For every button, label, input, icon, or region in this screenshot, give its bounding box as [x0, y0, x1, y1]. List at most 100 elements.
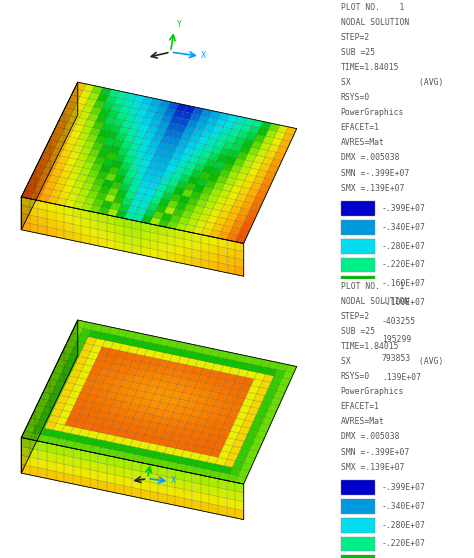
Polygon shape [244, 435, 256, 443]
Polygon shape [163, 150, 174, 158]
Polygon shape [205, 180, 216, 188]
Polygon shape [59, 410, 71, 418]
Polygon shape [187, 459, 198, 467]
Bar [341, 220, 375, 235]
Polygon shape [68, 333, 80, 341]
Polygon shape [36, 156, 49, 186]
Polygon shape [175, 254, 184, 264]
Polygon shape [124, 218, 132, 228]
Polygon shape [81, 226, 90, 236]
Polygon shape [36, 163, 49, 194]
Polygon shape [210, 261, 218, 271]
Polygon shape [244, 456, 255, 464]
Polygon shape [132, 376, 144, 383]
Polygon shape [49, 375, 64, 406]
Polygon shape [256, 149, 268, 157]
Polygon shape [191, 409, 202, 417]
Polygon shape [230, 206, 241, 214]
Polygon shape [144, 450, 155, 458]
Polygon shape [21, 412, 36, 444]
Polygon shape [108, 110, 119, 118]
Polygon shape [170, 117, 181, 124]
Polygon shape [210, 209, 221, 217]
Polygon shape [122, 176, 134, 185]
Polygon shape [221, 465, 232, 474]
Polygon shape [205, 419, 216, 427]
Polygon shape [136, 109, 147, 117]
Polygon shape [99, 426, 110, 434]
Polygon shape [210, 427, 222, 436]
Polygon shape [91, 424, 102, 432]
Polygon shape [155, 366, 167, 374]
Polygon shape [50, 430, 62, 438]
Polygon shape [119, 105, 130, 114]
Polygon shape [212, 363, 223, 372]
Polygon shape [175, 229, 184, 239]
Polygon shape [190, 352, 201, 360]
Polygon shape [58, 135, 70, 143]
Polygon shape [181, 112, 192, 120]
Polygon shape [229, 129, 240, 137]
Polygon shape [235, 482, 244, 493]
Polygon shape [167, 200, 179, 208]
Polygon shape [90, 452, 98, 463]
Text: NODAL SOLUTION: NODAL SOLUTION [341, 297, 409, 306]
Polygon shape [46, 140, 58, 148]
Polygon shape [101, 441, 113, 449]
Polygon shape [49, 154, 60, 162]
Polygon shape [161, 453, 173, 461]
Polygon shape [179, 435, 190, 444]
Polygon shape [167, 440, 179, 449]
Polygon shape [64, 113, 78, 143]
Polygon shape [201, 234, 210, 244]
Polygon shape [64, 332, 78, 363]
Polygon shape [264, 411, 276, 418]
Polygon shape [158, 225, 167, 235]
Polygon shape [116, 189, 128, 198]
Polygon shape [81, 450, 90, 461]
Polygon shape [218, 497, 227, 507]
Polygon shape [218, 113, 229, 121]
Polygon shape [158, 484, 167, 494]
Polygon shape [200, 151, 211, 159]
Polygon shape [174, 146, 186, 153]
Polygon shape [21, 196, 36, 226]
Polygon shape [21, 440, 36, 471]
Polygon shape [83, 140, 95, 148]
Polygon shape [143, 153, 155, 161]
Polygon shape [229, 468, 241, 476]
Polygon shape [177, 139, 189, 147]
Polygon shape [92, 142, 103, 150]
Polygon shape [245, 174, 256, 182]
Polygon shape [244, 195, 256, 203]
Polygon shape [236, 214, 247, 223]
Polygon shape [55, 204, 64, 214]
Polygon shape [66, 158, 77, 166]
Polygon shape [150, 491, 158, 502]
Polygon shape [210, 236, 218, 246]
Polygon shape [191, 388, 203, 396]
Polygon shape [56, 417, 68, 425]
Polygon shape [122, 416, 134, 425]
Polygon shape [158, 475, 167, 486]
Polygon shape [134, 172, 145, 180]
Bar [341, 537, 375, 551]
Text: TIME=1.84015: TIME=1.84015 [341, 342, 399, 351]
Polygon shape [64, 320, 78, 352]
Polygon shape [134, 95, 145, 103]
Polygon shape [64, 86, 78, 116]
Polygon shape [215, 357, 227, 365]
Polygon shape [38, 468, 47, 479]
Polygon shape [72, 145, 83, 153]
Polygon shape [227, 352, 238, 360]
Polygon shape [36, 165, 49, 196]
Polygon shape [144, 132, 155, 140]
Polygon shape [64, 206, 73, 216]
Polygon shape [79, 350, 91, 358]
Polygon shape [184, 231, 192, 241]
Polygon shape [49, 349, 64, 381]
Polygon shape [159, 100, 170, 108]
Polygon shape [51, 408, 63, 417]
Polygon shape [47, 219, 55, 229]
Polygon shape [120, 401, 131, 410]
